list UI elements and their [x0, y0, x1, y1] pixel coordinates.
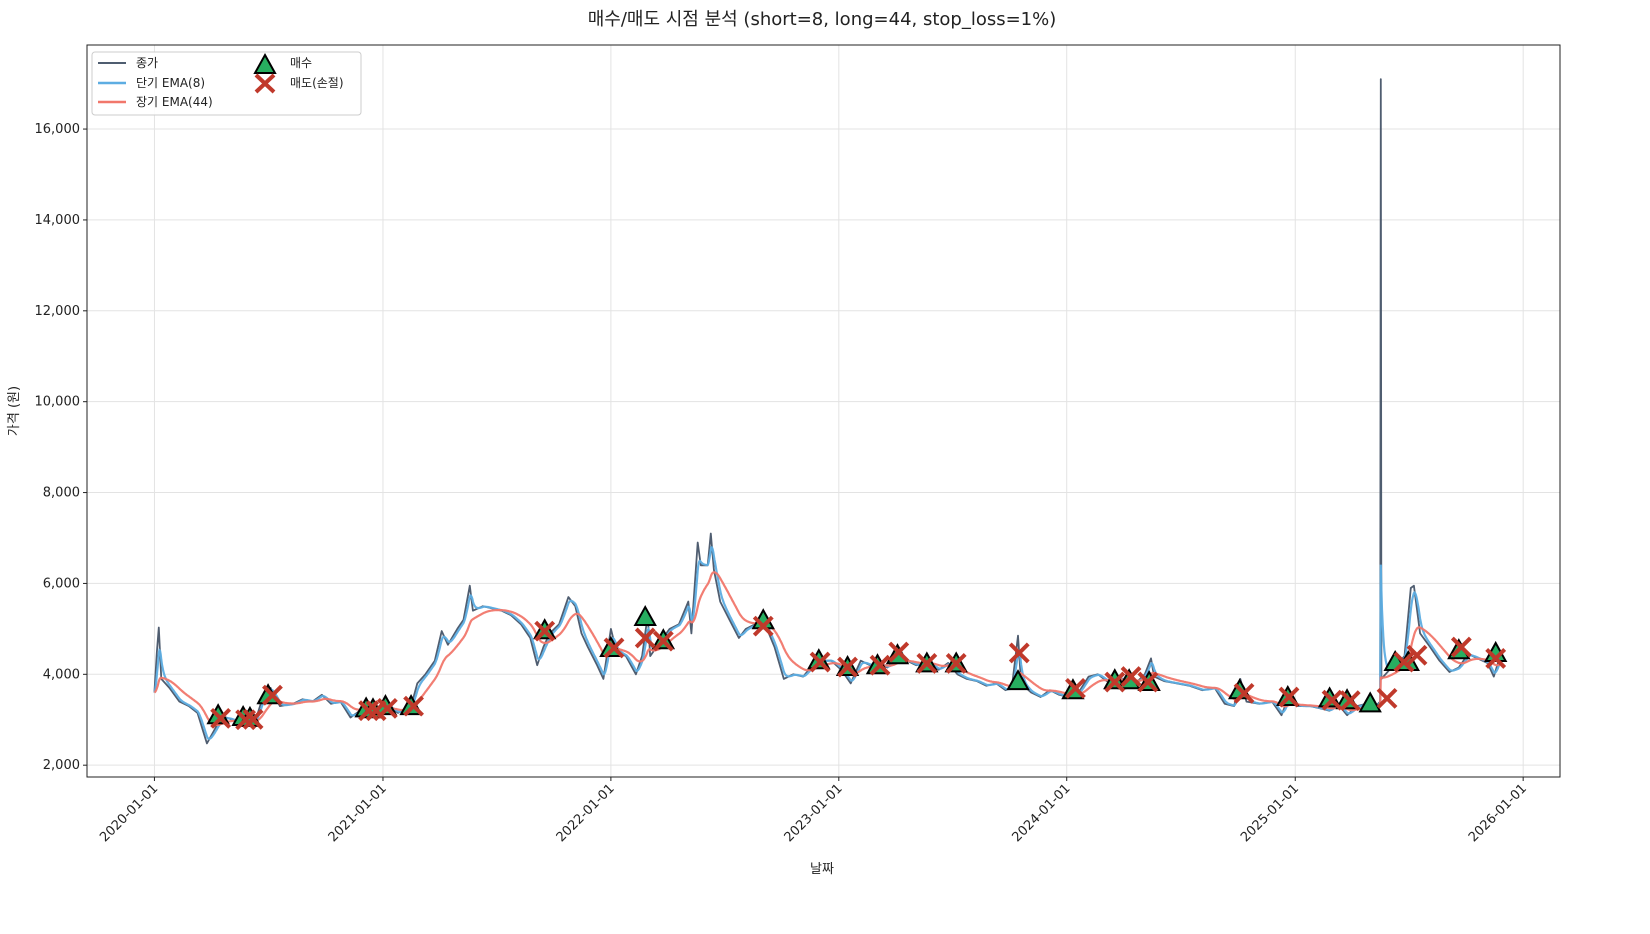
sell-marker — [809, 651, 831, 673]
y-tick-label: 16,000 — [35, 122, 81, 137]
sell-marker — [262, 684, 283, 706]
plot-frame — [86, 44, 1561, 778]
sell-marker — [1393, 651, 1415, 673]
sell-marker — [1376, 687, 1398, 709]
y-tick-label: 6,000 — [43, 576, 80, 591]
sell-marker — [603, 637, 625, 659]
y-axis: 2,000 4,000 6,000 8,000 10,000 12,000 14,000 16… — [35, 122, 87, 773]
y-tick-label: 12,000 — [35, 304, 81, 319]
x-tick-label: 2022-01-01 — [554, 781, 618, 845]
buy-marker — [633, 605, 657, 627]
sell-marker — [1339, 690, 1361, 712]
legend: 종가 단기 EMA(8) 장기 EMA(44) 매수 매도(손절) — [91, 51, 362, 116]
x-tick-label: 2025-01-01 — [1238, 781, 1302, 845]
sell-marker — [1321, 689, 1343, 711]
sell-marker — [358, 700, 380, 722]
legend-buy-triangle-icon — [253, 52, 277, 74]
y-tick-label: 4,000 — [43, 667, 80, 682]
x-tick-label: 2026-01-01 — [1466, 781, 1530, 845]
y-axis-label: 가격 (원) — [7, 386, 22, 436]
x-tick-label: 2021-01-01 — [326, 781, 390, 845]
legend-long-label: 장기 EMA(44) — [136, 95, 213, 109]
legend-sell-label: 매도(손절) — [290, 76, 344, 90]
close-price-line — [153, 78, 1501, 745]
sell-marker — [652, 630, 674, 652]
sell-marker — [945, 652, 967, 674]
x-tick-label: 2020-01-01 — [97, 781, 161, 845]
series-group — [153, 78, 1502, 745]
sell-marker — [916, 652, 938, 674]
y-tick-label: 2,000 — [43, 758, 80, 773]
grid — [87, 45, 1560, 777]
x-axis-label: 날짜 — [810, 862, 834, 877]
sell-marker — [837, 656, 858, 678]
buy-marker — [1358, 691, 1382, 713]
sell-marker — [1406, 644, 1428, 666]
sell-marker — [634, 627, 656, 649]
legend-buy-label: 매수 — [290, 56, 312, 70]
sell-marker — [1104, 671, 1126, 693]
sell-marker — [888, 641, 910, 663]
sell-marker — [1233, 682, 1255, 704]
sell-marker — [1137, 671, 1159, 693]
sell-marker — [534, 620, 556, 642]
sell-marker — [1120, 666, 1142, 687]
long-ema-line — [153, 571, 1501, 727]
chart-title: 매수/매도 시점 분석 (short=8, long=44, stop_loss… — [588, 9, 1057, 30]
x-axis: 2020-01-01 2021-01-01 2022-01-01 2023-01-01… — [97, 777, 1530, 845]
sell-marker — [869, 654, 891, 676]
sell-marker — [1278, 686, 1300, 708]
sell-marker — [1065, 677, 1086, 699]
y-tick-label: 10,000 — [35, 395, 81, 410]
sell-marker — [210, 707, 232, 729]
x-tick-label: 2023-01-01 — [782, 781, 846, 845]
sell-marker — [376, 697, 398, 719]
sell-marker — [1485, 647, 1507, 669]
legend-sell-x-icon — [254, 73, 276, 94]
sell-marker — [235, 709, 257, 731]
sell-marker — [1008, 642, 1030, 664]
buy-marker — [1006, 669, 1030, 691]
legend-frame — [91, 51, 362, 116]
legend-short-label: 단기 EMA(8) — [136, 76, 205, 90]
sell-marker — [752, 615, 774, 637]
sell-marker — [1450, 636, 1472, 658]
x-tick-label: 2024-01-01 — [1010, 781, 1074, 845]
legend-close-label: 종가 — [136, 56, 158, 70]
sell-marker — [242, 708, 264, 730]
y-tick-label: 14,000 — [35, 213, 81, 228]
sell-marker — [403, 695, 424, 717]
signal-markers — [206, 605, 1508, 731]
y-tick-label: 8,000 — [43, 486, 80, 501]
